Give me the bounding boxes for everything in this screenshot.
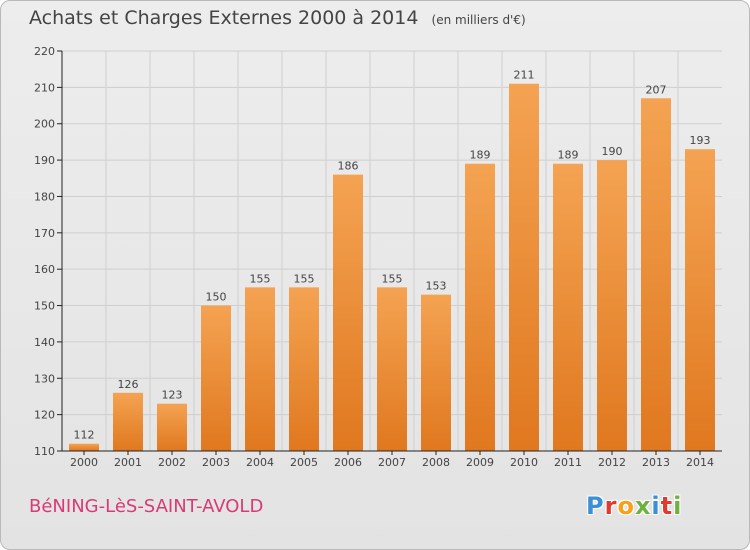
y-tick-label: 180 xyxy=(34,190,55,203)
x-tick-label: 2005 xyxy=(290,456,318,469)
y-tick-label: 210 xyxy=(34,81,55,94)
axes xyxy=(57,50,722,455)
x-tick-label: 2012 xyxy=(598,456,626,469)
x-tick-label: 2001 xyxy=(114,456,142,469)
logo-letter: i xyxy=(651,492,661,520)
logo-letter: P xyxy=(586,492,605,520)
bar xyxy=(157,403,187,451)
bar xyxy=(245,287,275,451)
x-tick-label: 2000 xyxy=(70,456,98,469)
bar-value-label: 207 xyxy=(646,83,667,96)
x-tick-label: 2011 xyxy=(554,456,582,469)
bar-value-label: 155 xyxy=(382,272,403,285)
logo-letter: r xyxy=(604,492,618,520)
bar xyxy=(377,287,407,451)
y-tick-label: 160 xyxy=(34,263,55,276)
bar-value-label: 155 xyxy=(250,272,271,285)
y-tick-label: 140 xyxy=(34,336,55,349)
x-tick-label: 2002 xyxy=(158,456,186,469)
bar-value-label: 193 xyxy=(690,134,711,147)
bar-value-label: 123 xyxy=(162,389,183,402)
bar xyxy=(69,443,99,451)
chart-title: Achats et Charges Externes 2000 à 2014 (… xyxy=(29,7,526,29)
bar-value-label: 211 xyxy=(514,69,535,82)
bar xyxy=(553,163,583,451)
bar-value-label: 150 xyxy=(206,291,227,304)
bar xyxy=(289,287,319,451)
chart-title-unit: (en milliers d'€) xyxy=(431,13,526,27)
x-tick-label: 2014 xyxy=(686,456,714,469)
bar-value-label: 153 xyxy=(426,280,447,293)
bar xyxy=(465,163,495,451)
bar-value-label: 190 xyxy=(602,145,623,158)
y-tick-label: 110 xyxy=(34,445,55,458)
y-tick-label: 200 xyxy=(34,118,55,131)
logo-letter: x xyxy=(634,492,652,520)
y-tick-label: 220 xyxy=(34,45,55,58)
bars xyxy=(69,83,715,452)
bar xyxy=(597,160,627,451)
y-tick-label: 150 xyxy=(34,300,55,313)
proxiti-logo: Proxiti xyxy=(586,492,682,520)
x-tick-label: 2008 xyxy=(422,456,450,469)
bar xyxy=(641,98,671,451)
bar xyxy=(113,392,143,451)
x-tick-label: 2004 xyxy=(246,456,274,469)
x-tick-label: 2010 xyxy=(510,456,538,469)
x-tick-label: 2009 xyxy=(466,456,494,469)
bar xyxy=(685,149,715,451)
bar xyxy=(333,174,363,452)
bar-value-label: 112 xyxy=(74,429,95,442)
labels: 110 120 130 140 150 160 170 180 190 200 210 220 112 2… xyxy=(34,45,714,469)
bar xyxy=(509,83,539,452)
location-name: BéNING-LèS-SAINT-AVOLD xyxy=(29,496,264,517)
y-tick-label: 120 xyxy=(34,409,55,422)
y-tick-label: 170 xyxy=(34,227,55,240)
bar-value-label: 155 xyxy=(294,272,315,285)
x-tick-label: 2006 xyxy=(334,456,362,469)
bar-value-label: 189 xyxy=(470,149,491,162)
bar-value-label: 189 xyxy=(558,149,579,162)
chart-title-main: Achats et Charges Externes 2000 à 2014 xyxy=(29,7,419,29)
logo-letter: i xyxy=(673,492,683,520)
y-tick-label: 190 xyxy=(34,154,55,167)
bar-value-label: 126 xyxy=(118,378,139,391)
logo-letter: t xyxy=(660,492,674,520)
bar-value-label: 186 xyxy=(338,160,359,173)
bar xyxy=(201,305,231,451)
y-tick-label: 130 xyxy=(34,372,55,385)
x-tick-label: 2013 xyxy=(642,456,670,469)
x-tick-label: 2003 xyxy=(202,456,230,469)
bar xyxy=(421,294,451,451)
logo-letter: o xyxy=(617,492,635,520)
x-tick-label: 2007 xyxy=(378,456,406,469)
